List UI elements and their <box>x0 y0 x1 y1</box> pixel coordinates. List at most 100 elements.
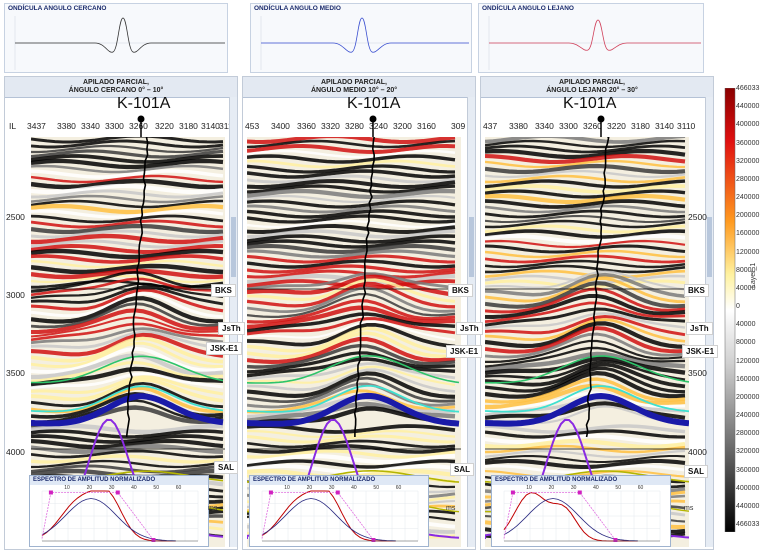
seismic-reflector <box>247 322 456 349</box>
seismic-reflector <box>31 308 224 335</box>
axis-tick: 3260 <box>129 121 148 131</box>
seismic-reflector <box>247 224 456 234</box>
well-name-far: K-101A <box>563 95 617 112</box>
seismic-reflector <box>485 219 686 229</box>
scrollbar-thumb[interactable] <box>231 217 236 277</box>
horizon-bks-line <box>31 355 224 384</box>
colorbar-tick-label: 40000 <box>736 321 756 329</box>
wavelet-far-plot <box>488 16 701 70</box>
seismic-reflector <box>485 224 686 234</box>
seismic-reflector <box>247 357 456 378</box>
spectrum-freq-tick: 20 <box>307 485 313 491</box>
seismic-reflector <box>247 184 456 194</box>
axis-tick: 453 <box>245 121 260 131</box>
axis-tick: 3300 <box>105 121 124 131</box>
seismic-reflector <box>247 249 456 259</box>
seismic-reflector <box>247 317 456 336</box>
seismic-reflector <box>247 239 456 249</box>
panel-far-title-line2: ÁNGULO LEJANO 20° – 30° <box>546 87 638 94</box>
axis-tick: 3400 <box>271 121 290 131</box>
seismic-reflector <box>485 360 686 381</box>
seismic-reflector <box>485 184 686 194</box>
spectrum-freq-tick: 20 <box>87 485 93 491</box>
seismic-reflector <box>247 278 456 303</box>
seismic-reflector <box>485 244 686 254</box>
horizon-jsth-line <box>31 385 224 413</box>
seismic-reflector <box>31 248 224 260</box>
spectrum-dark-curve <box>503 498 638 542</box>
spectrum-filter-handle <box>510 490 515 495</box>
horizon-jsth-line <box>247 385 460 413</box>
seismic-reflector <box>31 209 224 219</box>
scrollbar-thumb[interactable] <box>707 217 712 277</box>
spectrum-filter-handle <box>335 490 340 495</box>
seismic-reflector <box>31 327 224 345</box>
panel-mid-title-line2: ÁNGULO MEDIO 10° – 20° <box>310 87 398 94</box>
seismic-reflector <box>31 233 224 245</box>
seismic-reflector <box>31 302 224 329</box>
seismic-reflector <box>485 276 686 304</box>
axis-tick: 3240 <box>369 121 388 131</box>
colorbar-tick-label: 240000 <box>736 412 760 419</box>
horizon-label-jske1: JSK-E1 <box>682 345 719 358</box>
seismic-reflector <box>247 320 456 341</box>
seismic-reflector <box>485 148 686 160</box>
spectrum-plot: 10 20 30 40 50 60 <box>261 485 419 542</box>
depth-label: 2500 <box>6 212 25 222</box>
seismic-reflector <box>247 144 456 154</box>
inline-axis-mid: 453 3400 3360 3320 3280 3240 3200 3160 3… <box>243 121 475 133</box>
seismic-reflector <box>247 434 456 444</box>
colorbar-tick-label: 280000 <box>736 175 760 183</box>
panel-far-title: APILADO PARCIAL, ÁNGULO LEJANO 20° – 30° <box>481 79 703 95</box>
spectrum-freq-tick: 40 <box>593 485 599 491</box>
colorbar-tick-label: 320000 <box>736 157 760 165</box>
seismic-reflector <box>485 351 686 373</box>
seismic-reflector <box>31 459 224 469</box>
seismic-reflector <box>247 178 456 190</box>
inline-axis-near: IL 3437 3380 3340 3300 3260 3220 3180 31… <box>5 121 237 133</box>
seismic-reflector <box>247 292 456 319</box>
seismic-reflector <box>247 259 456 269</box>
seismic-reflector <box>485 366 686 394</box>
seismic-reflector <box>485 377 686 404</box>
seismic-panel-mid: APILADO PARCIAL, ÁNGULO MEDIO 10° – 20° … <box>242 76 476 550</box>
seismic-reflector <box>31 372 224 390</box>
seismic-reflector <box>31 219 224 229</box>
spectrum-near-title: ESPECTRO DE AMPLITUD NORMALIZADO <box>30 476 208 485</box>
seismic-reflector <box>247 139 456 149</box>
colorbar-tick-label: 80000 <box>736 339 756 347</box>
seismic-reflector <box>31 229 224 239</box>
wavelet-mid-plot <box>260 16 469 70</box>
seismic-reflector <box>485 163 686 175</box>
seismic-reflector <box>31 169 224 179</box>
axis-tick: 3220 <box>607 121 626 131</box>
seismic-reflector <box>485 438 686 450</box>
seismic-reflector <box>485 293 686 319</box>
seismic-reflector <box>31 263 224 275</box>
panel-near-header: APILADO PARCIAL, ÁNGULO CERCANO 0° – 10° <box>5 77 237 98</box>
seismic-reflector <box>247 149 456 159</box>
seismic-reflector <box>485 174 686 184</box>
seismic-reflector <box>247 337 456 364</box>
spectrum-unit: ms <box>446 505 456 512</box>
depth-label: 3000 <box>6 290 25 300</box>
seismic-reflector <box>247 305 456 330</box>
seismic-reflector <box>485 233 686 245</box>
colorbar-tick-label: 440000 <box>736 103 760 111</box>
seismic-reflector <box>485 214 686 224</box>
seismic-reflector <box>247 371 456 399</box>
seismic-reflector <box>31 464 224 474</box>
horizon-label-sal: SAL <box>214 461 238 474</box>
seismic-reflector <box>485 301 686 323</box>
spectrum-freq-tick: 50 <box>153 485 159 491</box>
seismic-reflector <box>31 174 224 184</box>
colorbar-tick-label: 466033 <box>736 85 760 92</box>
horizon-label-jsth: JsTh <box>456 322 483 335</box>
scrollbar-thumb[interactable] <box>469 217 474 277</box>
seismic-reflector <box>247 362 456 381</box>
axis-tick: 309 <box>451 121 466 131</box>
spectrum-unit: ms <box>208 505 218 512</box>
seismic-reflector <box>31 199 223 209</box>
spectrum-freq-tick: 30 <box>329 485 335 491</box>
axis-tick: 3300 <box>559 121 578 131</box>
